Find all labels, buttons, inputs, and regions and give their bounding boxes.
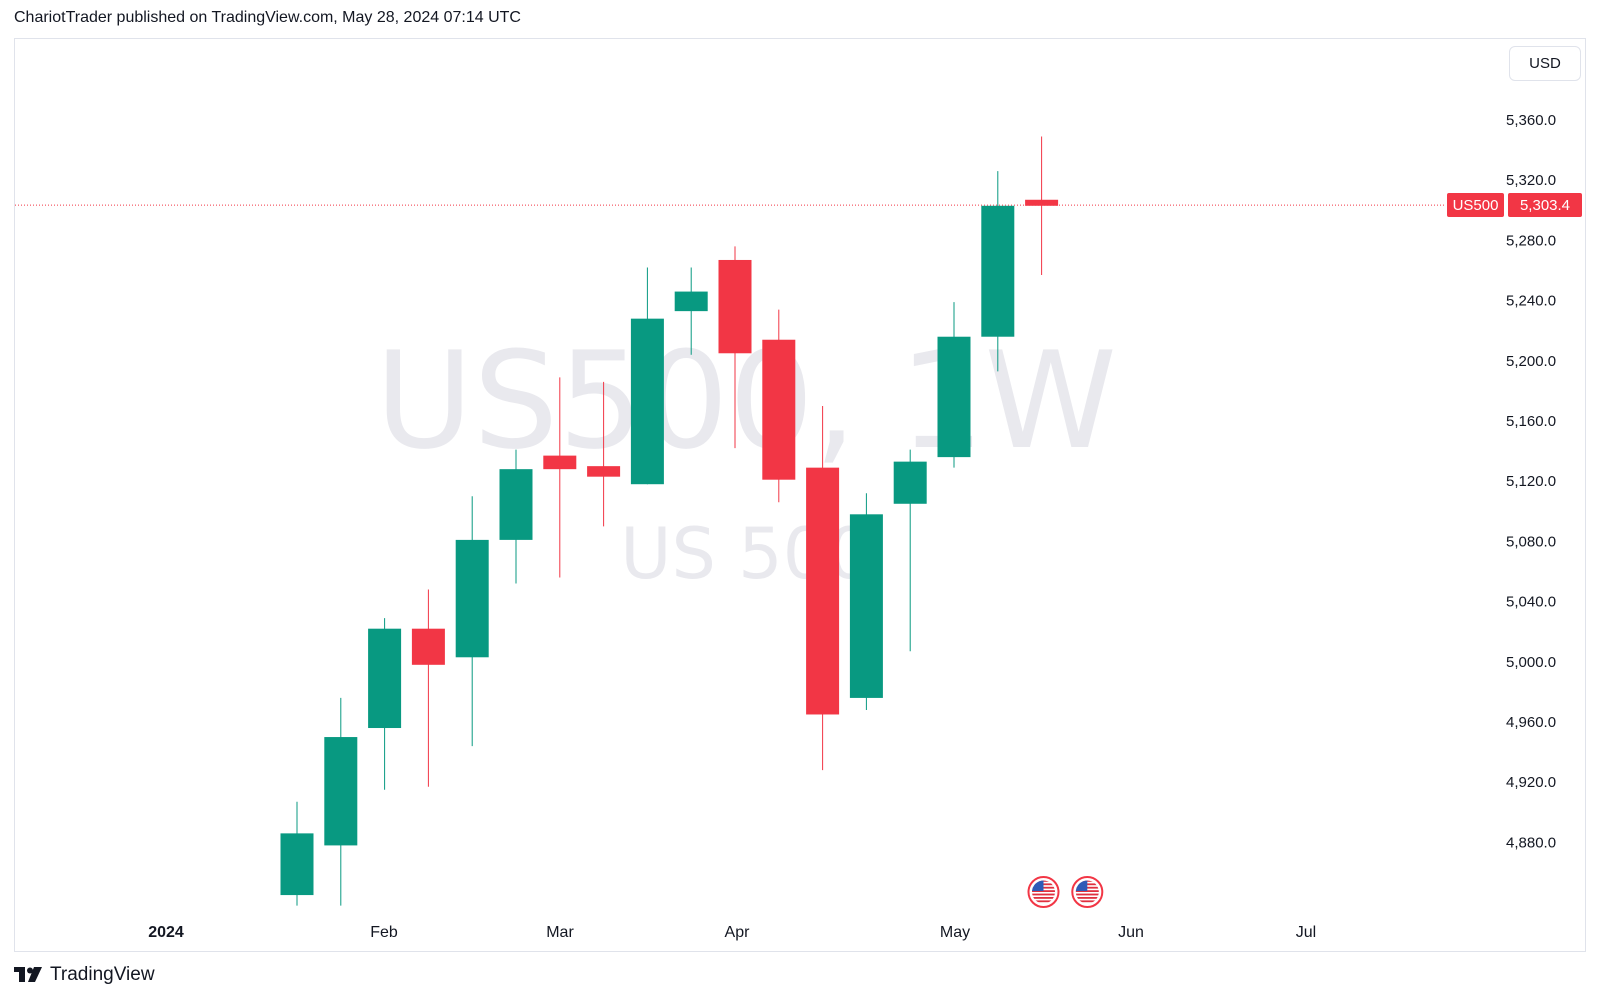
- price-axis-tick-label: 5,080.0: [1506, 533, 1556, 550]
- time-axis-tick-label: 2024: [148, 924, 184, 941]
- time-axis-tick-label: Jul: [1296, 924, 1316, 941]
- candle: [806, 405, 840, 771]
- time-axis-tick-label: Mar: [546, 924, 574, 941]
- price-axis-tick-label: 5,040.0: [1506, 594, 1556, 611]
- candle: [499, 449, 533, 584]
- price-axis[interactable]: 5,360.0 5,320.0 5,280.0 5,240.0 5,200.0 5,160…: [1506, 112, 1556, 851]
- price-axis-tick-label: 5,200.0: [1506, 353, 1556, 370]
- candle-body: [937, 336, 971, 458]
- last-price-value-label: 5,303.4: [1508, 193, 1582, 218]
- time-axis-tick-label: May: [940, 924, 970, 941]
- candle-body: [587, 466, 621, 477]
- price-axis-tick-label: 5,360.0: [1506, 112, 1556, 129]
- time-axis-tick-label: Apr: [725, 924, 751, 941]
- candle-body: [1025, 199, 1059, 206]
- price-axis-tick-label: 4,880.0: [1506, 834, 1556, 851]
- candle: [674, 267, 708, 355]
- candle-body: [455, 539, 489, 658]
- candle-body: [280, 833, 314, 896]
- tradingview-logo-icon: [14, 967, 44, 983]
- candle-body: [981, 205, 1015, 337]
- candle: [280, 801, 314, 906]
- last-price-symbol-label: US500: [1447, 193, 1504, 218]
- time-axis-tick-label: Feb: [370, 924, 398, 941]
- price-axis-tick-label: 4,920.0: [1506, 774, 1556, 791]
- candle: [368, 618, 402, 790]
- currency-button[interactable]: USD: [1509, 46, 1581, 81]
- price-axis-tick-label: 5,240.0: [1506, 293, 1556, 310]
- candle: [455, 496, 489, 747]
- candle-body: [630, 318, 664, 485]
- candle: [1025, 136, 1059, 276]
- price-axis-tick-label: 5,000.0: [1506, 654, 1556, 671]
- price-axis-tick-label: 4,960.0: [1506, 714, 1556, 731]
- candle-body: [411, 628, 445, 665]
- economic-events[interactable]: [1027, 876, 1104, 908]
- candle: [937, 302, 971, 468]
- candle: [543, 377, 577, 578]
- candle-body: [718, 259, 752, 354]
- candle: [411, 589, 445, 787]
- candle: [718, 246, 752, 449]
- candle-body: [674, 291, 708, 312]
- candle: [981, 171, 1015, 372]
- price-axis-tick-label: 5,160.0: [1506, 413, 1556, 430]
- candle: [630, 267, 664, 485]
- candle-body: [762, 339, 796, 480]
- candle-body: [368, 628, 402, 729]
- candle-body: [849, 514, 883, 698]
- candle: [762, 309, 796, 503]
- time-axis[interactable]: 2024 Feb Mar Apr May Jun Jul: [148, 924, 1316, 941]
- candle-body: [543, 455, 577, 470]
- tradingview-logo-text: TradingView: [50, 964, 155, 985]
- candle: [324, 697, 358, 906]
- candle-body: [499, 469, 533, 540]
- candles: [280, 136, 1059, 906]
- price-axis-tick-label: 5,320.0: [1506, 172, 1556, 189]
- candle-body: [806, 467, 840, 715]
- tradingview-logo[interactable]: TradingView: [14, 964, 155, 986]
- chart-frame[interactable]: [14, 38, 1586, 952]
- time-axis-tick-label: Jun: [1118, 924, 1144, 941]
- candle: [587, 381, 621, 527]
- candle-body: [893, 461, 927, 504]
- publisher-header: ChariotTrader published on TradingView.c…: [14, 9, 521, 26]
- us-flag-icon[interactable]: [1071, 876, 1104, 908]
- price-axis-tick-label: 5,280.0: [1506, 232, 1556, 249]
- candle: [849, 493, 883, 710]
- us-flag-icon[interactable]: [1027, 876, 1060, 908]
- candle: [893, 449, 927, 652]
- price-axis-tick-label: 5,120.0: [1506, 473, 1556, 490]
- candle-body: [324, 737, 358, 846]
